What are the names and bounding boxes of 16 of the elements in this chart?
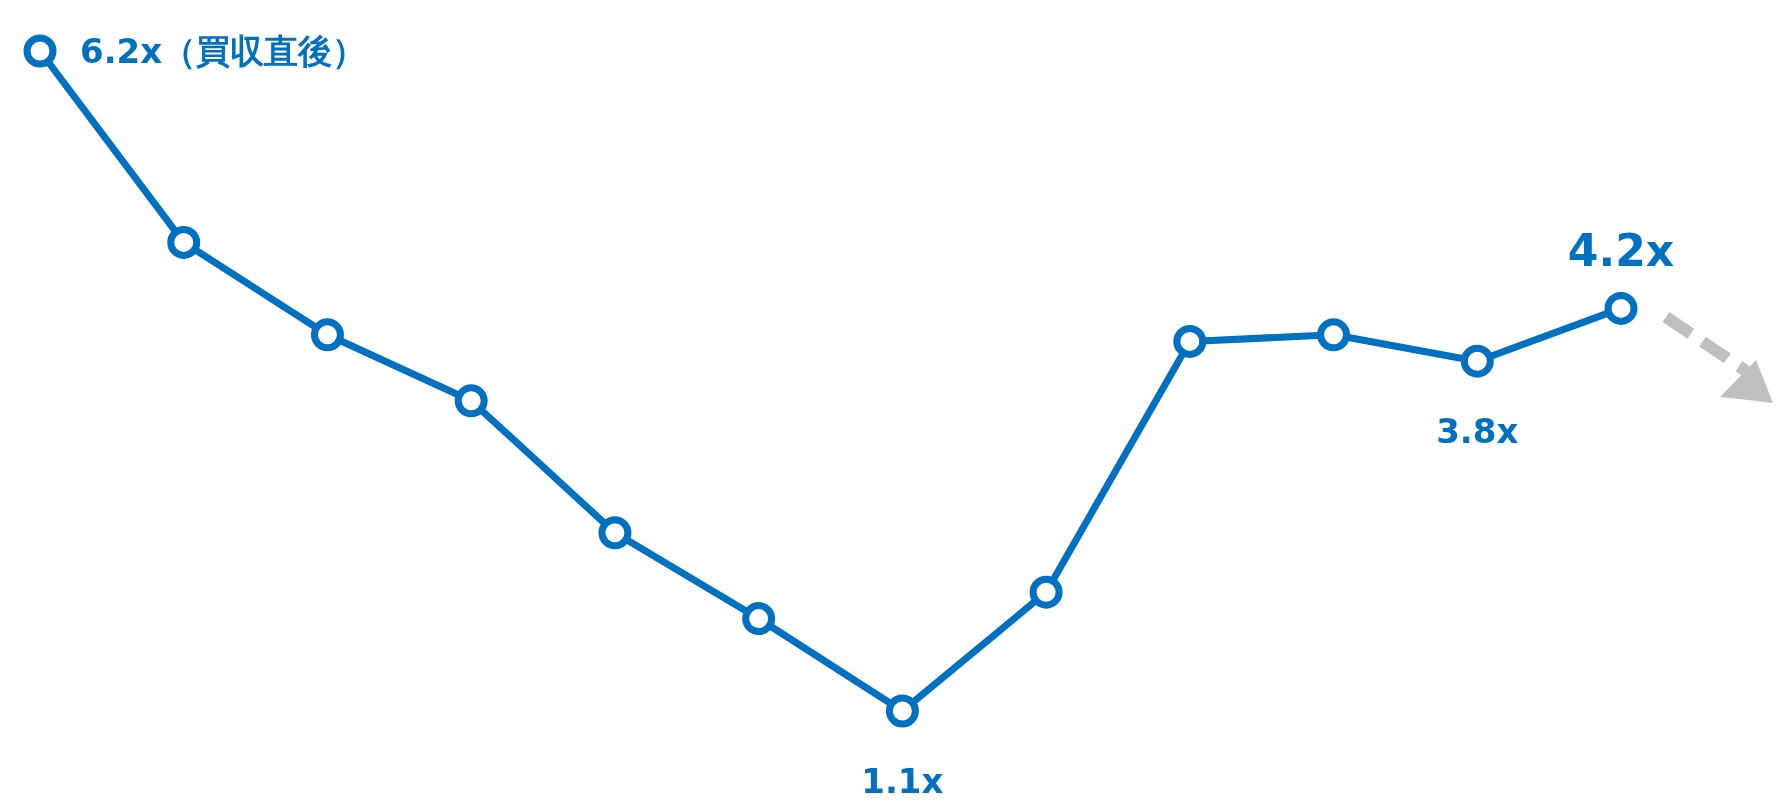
point — [598, 516, 632, 550]
point — [885, 694, 919, 728]
point — [454, 384, 488, 418]
text: 1.1x — [861, 761, 944, 801]
point — [167, 225, 201, 259]
text: 6.2x（買収直後） — [80, 31, 367, 71]
point — [742, 602, 776, 636]
point — [310, 318, 344, 352]
point — [1029, 575, 1063, 609]
point — [23, 34, 57, 68]
text: 3.8x — [1436, 411, 1519, 452]
point — [1460, 344, 1494, 378]
point — [1604, 291, 1638, 325]
point — [1317, 318, 1351, 352]
text: 4.2x — [1567, 225, 1675, 277]
point — [1173, 324, 1207, 358]
